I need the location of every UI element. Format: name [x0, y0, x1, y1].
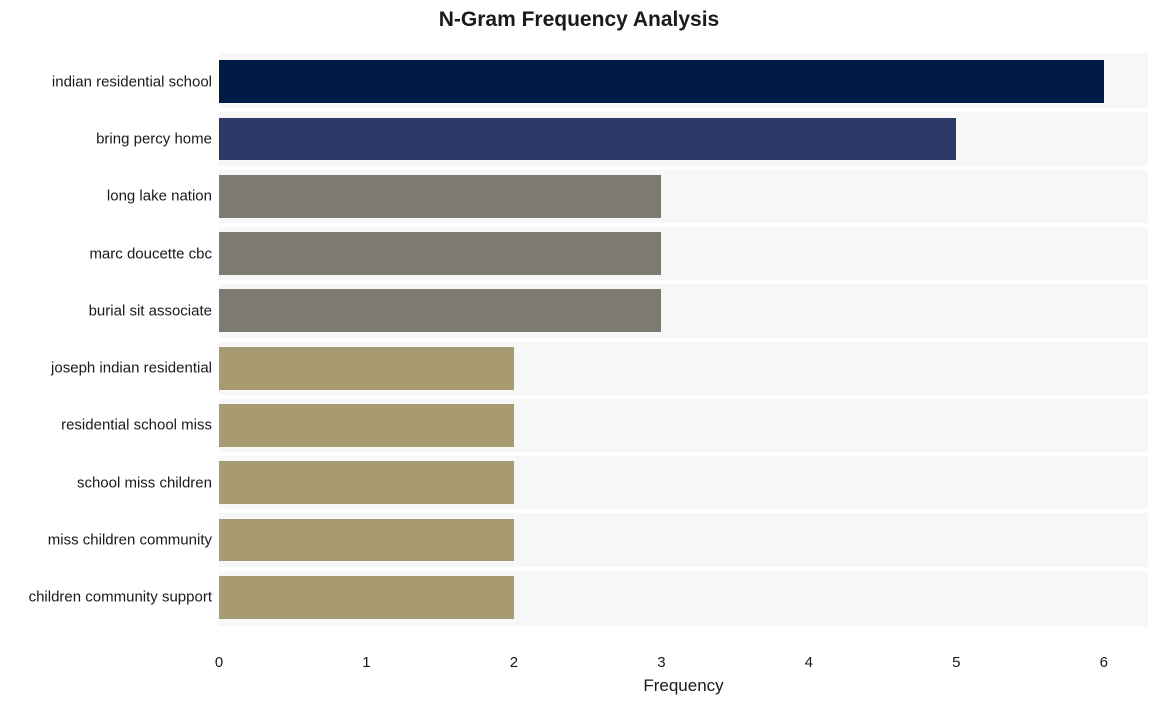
x-tick: 3 — [657, 654, 665, 671]
y-tick-label: miss children community — [48, 532, 212, 549]
x-tick: 2 — [510, 654, 518, 671]
y-tick-label: children community support — [29, 589, 212, 606]
y-tick-label: marc doucette cbc — [89, 245, 212, 262]
x-axis-label: Frequency — [219, 676, 1148, 696]
bar — [219, 60, 1104, 103]
x-tick: 5 — [952, 654, 960, 671]
y-tick-label: long lake nation — [107, 188, 212, 205]
x-tick: 4 — [805, 654, 813, 671]
bar — [219, 404, 514, 447]
bar — [219, 347, 514, 390]
bar — [219, 175, 661, 218]
y-tick-label: bring percy home — [96, 130, 212, 147]
plot-area: Frequency 0123456 — [219, 33, 1148, 646]
row-gap — [219, 223, 1148, 227]
row-gap — [219, 452, 1148, 456]
x-tick: 6 — [1100, 654, 1108, 671]
ngram-chart: N-Gram Frequency Analysis Frequency 0123… — [0, 0, 1158, 701]
bar — [219, 289, 661, 332]
row-gap — [219, 567, 1148, 571]
bar — [219, 118, 956, 161]
bar — [219, 576, 514, 619]
y-tick-label: joseph indian residential — [51, 360, 212, 377]
y-tick-label: burial sit associate — [89, 302, 212, 319]
row-gap — [219, 395, 1148, 399]
row-gap — [219, 166, 1148, 170]
bar — [219, 461, 514, 504]
row-gap — [219, 108, 1148, 112]
y-tick-label: school miss children — [77, 474, 212, 491]
bar — [219, 519, 514, 562]
y-tick-label: indian residential school — [52, 73, 212, 90]
bar — [219, 232, 661, 275]
x-tick: 1 — [362, 654, 370, 671]
row-gap — [219, 338, 1148, 342]
chart-title: N-Gram Frequency Analysis — [0, 8, 1158, 32]
row-gap — [219, 280, 1148, 284]
row-gap — [219, 509, 1148, 513]
y-tick-label: residential school miss — [61, 417, 212, 434]
x-tick: 0 — [215, 654, 223, 671]
